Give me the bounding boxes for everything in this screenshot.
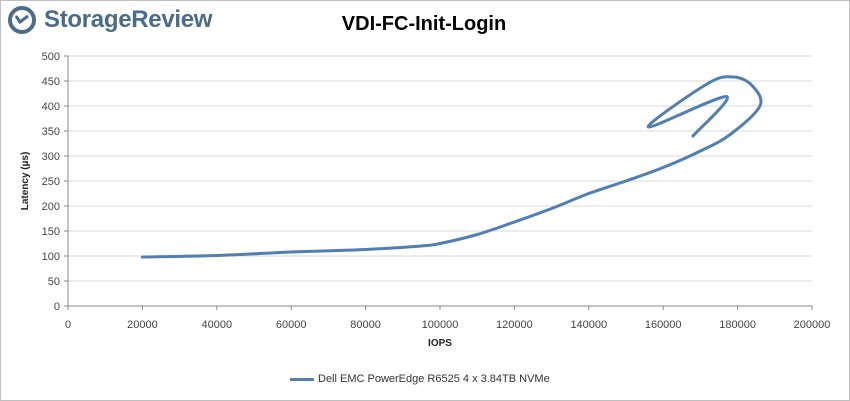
y-tick-label: 0 [54, 301, 60, 313]
x-tick-label: 0 [65, 319, 71, 331]
series-layer [140, 75, 763, 259]
x-tick-label: 200000 [794, 319, 831, 331]
y-tick-label: 300 [42, 151, 60, 163]
chart-title: VDI-FC-Init-Login [341, 13, 507, 35]
y-axis-title: Latency (µs) [20, 152, 31, 211]
y-tick-label: 200 [42, 201, 60, 213]
y-tick-label: 450 [42, 76, 60, 88]
x-tick-label: 100000 [422, 319, 459, 331]
y-tick-label: 150 [42, 226, 60, 238]
y-tick-label: 500 [42, 51, 60, 63]
y-tick-label: 400 [42, 101, 60, 113]
legend: Dell EMC PowerEdge R6525 4 x 3.84TB NVMe [290, 371, 550, 387]
x-tick-label: 60000 [276, 319, 307, 331]
x-tick-label: 160000 [645, 319, 682, 331]
x-tick-label: 40000 [202, 319, 233, 331]
storage-review-logo: StorageReview [8, 4, 228, 34]
legend-swatch [290, 377, 314, 381]
legend-label: Dell EMC PowerEdge R6525 4 x 3.84TB NVMe [318, 373, 550, 385]
x-tick-label: 140000 [570, 319, 607, 331]
y-tick-label: 350 [42, 126, 60, 138]
y-axis-ticks: 0 50 100 150 200 250 300 350 400 450 500 [42, 51, 68, 313]
axes [67, 56, 812, 307]
x-axis-title: IOPS [428, 338, 452, 349]
x-tick-label: 20000 [127, 319, 158, 331]
brand-name: StorageReview [44, 6, 213, 33]
y-tick-label: 250 [42, 176, 60, 188]
y-tick-label: 100 [42, 251, 60, 263]
x-axis-ticks: 0 20000 40000 60000 80000 100000 120000 140000 1… [65, 306, 830, 331]
x-tick-label: 80000 [350, 319, 381, 331]
y-tick-label: 50 [48, 276, 60, 288]
x-tick-label: 180000 [719, 319, 756, 331]
storage-review-logo-icon [8, 6, 36, 34]
series-line [140, 75, 763, 259]
x-tick-label: 120000 [496, 319, 533, 331]
